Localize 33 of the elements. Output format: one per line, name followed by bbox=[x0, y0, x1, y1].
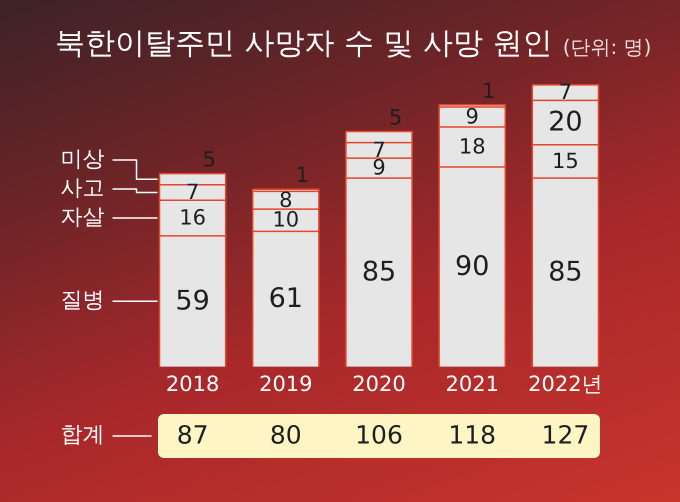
data-label: 5 bbox=[388, 105, 402, 130]
text: 질병 bbox=[60, 288, 105, 314]
text: 사고 bbox=[60, 176, 105, 201]
total-label: 127 bbox=[542, 420, 590, 450]
data-label: 61 bbox=[268, 283, 303, 314]
text: 합계 bbox=[60, 422, 105, 448]
text: 미상 bbox=[60, 146, 105, 172]
x-tick-label: 2018 bbox=[166, 372, 220, 396]
data-label: 85 bbox=[548, 256, 583, 288]
data-label: 7 bbox=[558, 80, 572, 104]
data-label: 5 bbox=[202, 148, 216, 172]
data-label: 20 bbox=[548, 106, 583, 138]
data-label: 85 bbox=[362, 256, 396, 288]
total-label: 80 bbox=[270, 420, 302, 450]
data-label: 18 bbox=[458, 134, 486, 158]
total-label: 118 bbox=[448, 420, 496, 450]
data-label: 1 bbox=[482, 78, 496, 103]
text: 자살 bbox=[60, 204, 105, 230]
data-label: 9 bbox=[466, 104, 479, 129]
x-tick-label: 2021 bbox=[445, 372, 499, 396]
data-label: 7 bbox=[186, 180, 200, 204]
x-tick-label: 2020 bbox=[352, 372, 406, 396]
data-label: 90 bbox=[455, 250, 490, 282]
chart-subtitle: (단위: 명) bbox=[562, 35, 652, 59]
data-label: 15 bbox=[552, 148, 579, 173]
total-label: 87 bbox=[176, 420, 209, 450]
data-label: 1 bbox=[296, 163, 310, 188]
x-tick-label: 2019 bbox=[259, 372, 313, 396]
data-label: 59 bbox=[175, 285, 210, 316]
total-label: 106 bbox=[355, 420, 403, 450]
chart-title: 북한이탈주민 사망자 수 및 사망 원인 bbox=[55, 25, 553, 63]
x-tick-label: 2022년 bbox=[528, 372, 603, 396]
data-label: 16 bbox=[179, 206, 206, 230]
